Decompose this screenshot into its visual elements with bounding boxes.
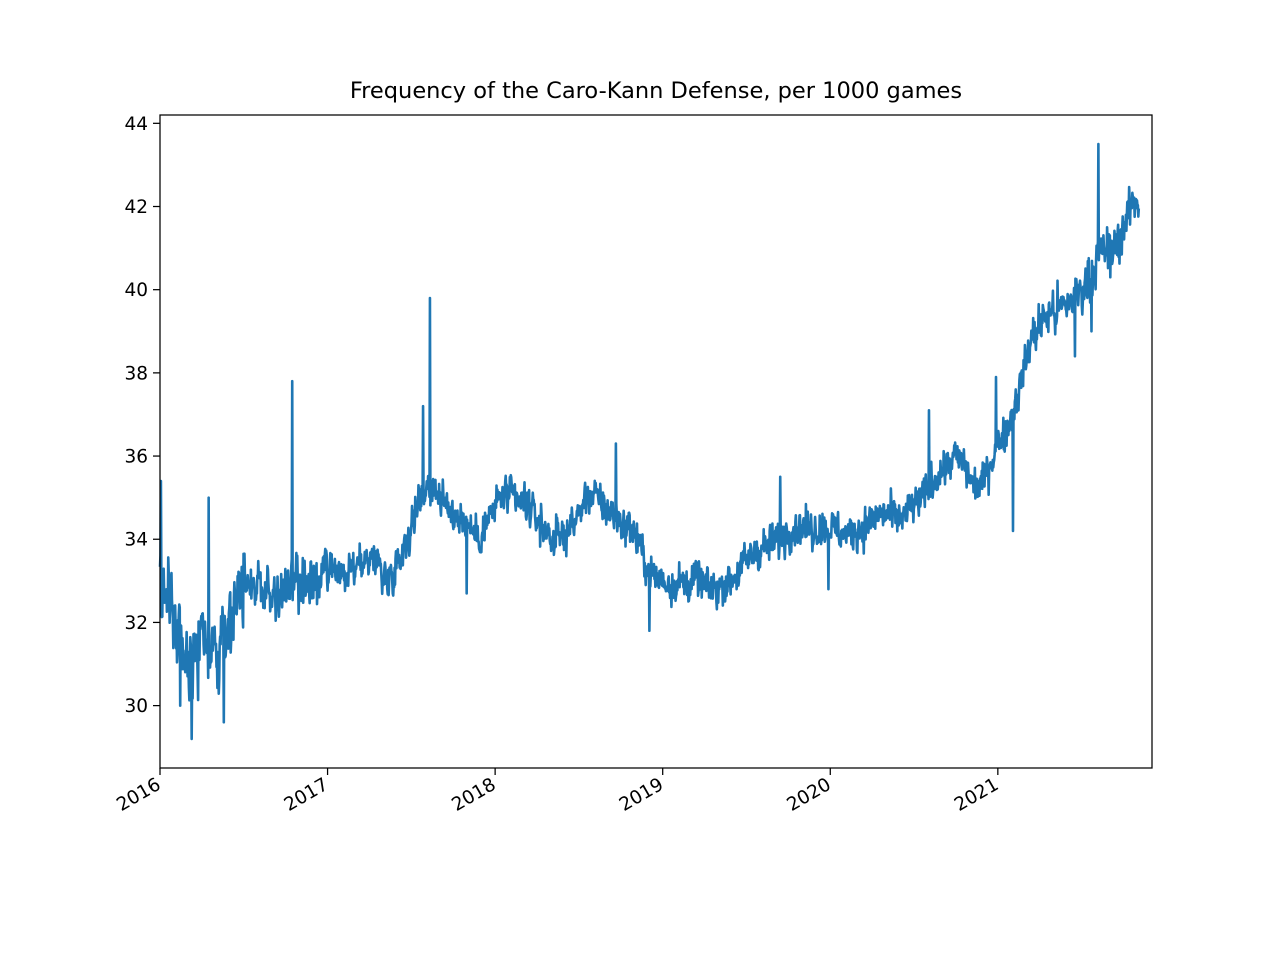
y-tick-label: 36 xyxy=(124,447,148,468)
y-tick-label: 44 xyxy=(124,114,148,135)
chart-title: Frequency of the Caro-Kann Defense, per … xyxy=(350,78,962,104)
y-tick-label: 32 xyxy=(124,613,148,634)
y-tick-label: 40 xyxy=(124,280,148,301)
series-line xyxy=(158,142,1141,741)
y-tick-label: 34 xyxy=(124,530,148,551)
axes-frame xyxy=(159,114,1153,769)
y-axis: 30 32 34 36 38 40 42 44 xyxy=(124,114,160,717)
y-tick-label: 42 xyxy=(124,197,148,218)
y-tick-label: 38 xyxy=(124,363,148,384)
y-tick-label: 30 xyxy=(124,696,148,717)
